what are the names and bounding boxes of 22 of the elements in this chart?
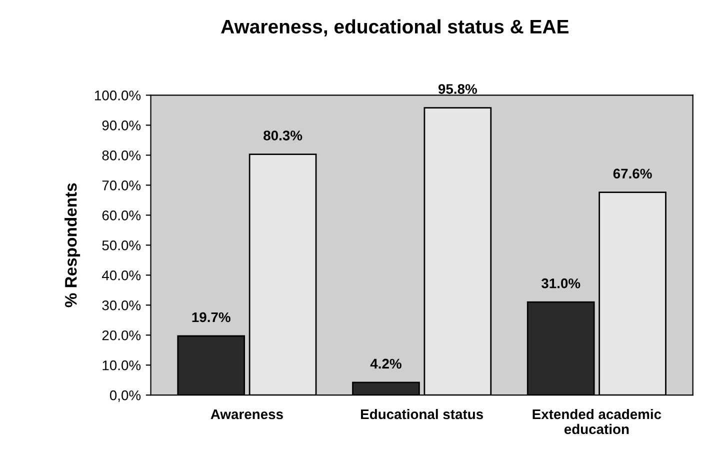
y-tick-label: 70.0% xyxy=(102,180,141,190)
data-label: 67.6% xyxy=(613,168,652,179)
y-tick-label: 90.0% xyxy=(102,120,141,130)
y-tick-label: 20.0% xyxy=(102,330,141,340)
y-tick-label: 60.0% xyxy=(102,210,141,220)
x-tick-label: Awareness xyxy=(210,409,283,420)
data-label: 80.3% xyxy=(264,130,302,140)
y-axis-title: % Respondents xyxy=(64,183,80,308)
y-tick-label: 30.0% xyxy=(102,300,141,310)
y-tick-label: 0,0% xyxy=(110,390,141,402)
data-label: 4.2% xyxy=(370,358,402,369)
data-label: 95.8% xyxy=(438,84,477,94)
x-tick-label: Extended academic education xyxy=(532,408,662,434)
chart-title: Awareness, educational status & EAE xyxy=(221,19,568,36)
y-tick-label: 80.0% xyxy=(102,150,141,160)
y-tick-label: 40.0% xyxy=(102,270,141,280)
data-label: 19.7% xyxy=(192,312,230,322)
x-tick-label: Educational status xyxy=(361,408,483,420)
data-label: 31.0% xyxy=(541,278,580,288)
y-tick-label: 10.0% xyxy=(102,360,141,370)
y-tick-label: 50.0% xyxy=(102,240,141,250)
y-tick-label: 100.0% xyxy=(95,90,141,100)
